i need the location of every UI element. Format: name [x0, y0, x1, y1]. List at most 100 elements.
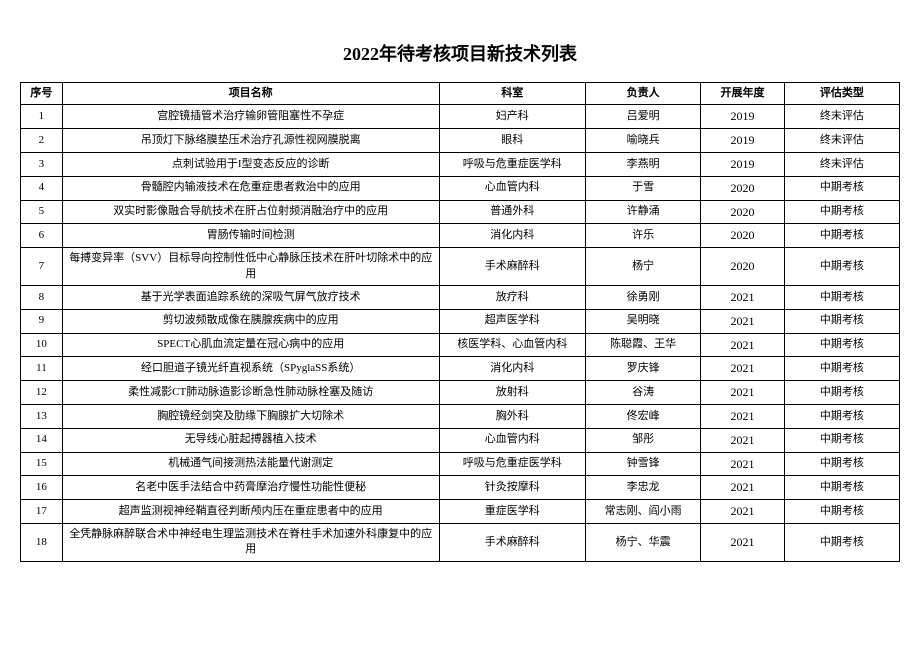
table-row: 8基于光学表面追踪系统的深吸气屏气放疗技术放疗科徐勇刚2021中期考核 [21, 285, 900, 309]
cell-person: 佟宏峰 [586, 404, 701, 428]
cell-year: 2020 [701, 200, 785, 224]
cell-name: 每搏变异率（SVV）目标导向控制性低中心静脉压技术在肝叶切除术中的应用 [62, 248, 439, 286]
cell-type: 中期考核 [784, 500, 899, 524]
cell-person: 吕爱明 [586, 105, 701, 129]
cell-year: 2020 [701, 176, 785, 200]
cell-type: 终末评估 [784, 152, 899, 176]
cell-seq: 12 [21, 381, 63, 405]
cell-person: 李忠龙 [586, 476, 701, 500]
cell-dept: 放疗科 [439, 285, 586, 309]
col-header-type: 评估类型 [784, 83, 899, 105]
cell-year: 2021 [701, 428, 785, 452]
cell-name: 全凭静脉麻醉联合术中神经电生理监测技术在脊柱手术加速外科康复中的应用 [62, 523, 439, 561]
cell-dept: 呼吸与危重症医学科 [439, 152, 586, 176]
cell-seq: 1 [21, 105, 63, 129]
cell-dept: 胸外科 [439, 404, 586, 428]
cell-type: 终末评估 [784, 129, 899, 153]
cell-person: 常志刚、阎小雨 [586, 500, 701, 524]
cell-dept: 放射科 [439, 381, 586, 405]
table-row: 17超声监测视神经鞘直径判断颅内压在重症患者中的应用重症医学科常志刚、阎小雨20… [21, 500, 900, 524]
cell-person: 于雪 [586, 176, 701, 200]
cell-person: 徐勇刚 [586, 285, 701, 309]
cell-name: 经口胆道子镜光纤直视系统（SPyglaSS系统） [62, 357, 439, 381]
table-row: 2吊顶灯下脉络膜垫压术治疗孔源性视网膜脱离眼科喻晓兵2019终末评估 [21, 129, 900, 153]
cell-dept: 针灸按摩科 [439, 476, 586, 500]
cell-dept: 消化内科 [439, 357, 586, 381]
table-row: 6胃肠传输时间检测消化内科许乐2020中期考核 [21, 224, 900, 248]
table-row: 16名老中医手法结合中药膏摩治疗慢性功能性便秘针灸按摩科李忠龙2021中期考核 [21, 476, 900, 500]
table-row: 10SPECT心肌血流定量在冠心病中的应用核医学科、心血管内科陈聪霞、王华202… [21, 333, 900, 357]
cell-year: 2021 [701, 309, 785, 333]
cell-year: 2021 [701, 333, 785, 357]
cell-person: 罗庆锋 [586, 357, 701, 381]
cell-name: 剪切波频散成像在胰腺疾病中的应用 [62, 309, 439, 333]
cell-seq: 15 [21, 452, 63, 476]
cell-name: 宫腔镜插管术治疗输卵管阻塞性不孕症 [62, 105, 439, 129]
cell-type: 中期考核 [784, 224, 899, 248]
cell-year: 2021 [701, 452, 785, 476]
cell-seq: 17 [21, 500, 63, 524]
table-row: 1宫腔镜插管术治疗输卵管阻塞性不孕症妇产科吕爱明2019终末评估 [21, 105, 900, 129]
col-header-dept: 科室 [439, 83, 586, 105]
cell-seq: 13 [21, 404, 63, 428]
cell-type: 中期考核 [784, 452, 899, 476]
cell-name: 机械通气间接测热法能量代谢测定 [62, 452, 439, 476]
cell-year: 2021 [701, 500, 785, 524]
cell-name: 超声监测视神经鞘直径判断颅内压在重症患者中的应用 [62, 500, 439, 524]
cell-seq: 3 [21, 152, 63, 176]
table-row: 9剪切波频散成像在胰腺疾病中的应用超声医学科吴明晓2021中期考核 [21, 309, 900, 333]
table-row: 18全凭静脉麻醉联合术中神经电生理监测技术在脊柱手术加速外科康复中的应用手术麻醉… [21, 523, 900, 561]
cell-year: 2020 [701, 248, 785, 286]
table-row: 15机械通气间接测热法能量代谢测定呼吸与危重症医学科钟雪锋2021中期考核 [21, 452, 900, 476]
cell-year: 2021 [701, 381, 785, 405]
table-row: 11经口胆道子镜光纤直视系统（SPyglaSS系统）消化内科罗庆锋2021中期考… [21, 357, 900, 381]
cell-seq: 5 [21, 200, 63, 224]
cell-dept: 妇产科 [439, 105, 586, 129]
cell-seq: 11 [21, 357, 63, 381]
cell-person: 吴明晓 [586, 309, 701, 333]
table-row: 14无导线心脏起搏器植入技术心血管内科邹彤2021中期考核 [21, 428, 900, 452]
cell-person: 许静涌 [586, 200, 701, 224]
cell-name: 基于光学表面追踪系统的深吸气屏气放疗技术 [62, 285, 439, 309]
cell-year: 2021 [701, 285, 785, 309]
cell-type: 中期考核 [784, 200, 899, 224]
cell-dept: 手术麻醉科 [439, 523, 586, 561]
cell-name: 吊顶灯下脉络膜垫压术治疗孔源性视网膜脱离 [62, 129, 439, 153]
cell-seq: 14 [21, 428, 63, 452]
cell-name: 名老中医手法结合中药膏摩治疗慢性功能性便秘 [62, 476, 439, 500]
cell-person: 陈聪霞、王华 [586, 333, 701, 357]
cell-year: 2019 [701, 105, 785, 129]
cell-name: 点刺试验用于I型变态反应的诊断 [62, 152, 439, 176]
cell-type: 终末评估 [784, 105, 899, 129]
cell-year: 2021 [701, 476, 785, 500]
cell-type: 中期考核 [784, 309, 899, 333]
table-row: 13胸腔镜经剑突及肋缘下胸腺扩大切除术胸外科佟宏峰2021中期考核 [21, 404, 900, 428]
cell-name: 无导线心脏起搏器植入技术 [62, 428, 439, 452]
cell-seq: 9 [21, 309, 63, 333]
table-row: 4骨髓腔内输液技术在危重症患者救治中的应用心血管内科于雪2020中期考核 [21, 176, 900, 200]
cell-name: 双实时影像融合导航技术在肝占位射频消融治疗中的应用 [62, 200, 439, 224]
cell-person: 许乐 [586, 224, 701, 248]
cell-person: 邹彤 [586, 428, 701, 452]
cell-person: 喻晓兵 [586, 129, 701, 153]
cell-dept: 心血管内科 [439, 428, 586, 452]
cell-person: 钟雪锋 [586, 452, 701, 476]
cell-dept: 手术麻醉科 [439, 248, 586, 286]
cell-type: 中期考核 [784, 176, 899, 200]
cell-year: 2019 [701, 129, 785, 153]
cell-dept: 普通外科 [439, 200, 586, 224]
cell-type: 中期考核 [784, 333, 899, 357]
cell-seq: 2 [21, 129, 63, 153]
cell-year: 2019 [701, 152, 785, 176]
cell-year: 2021 [701, 357, 785, 381]
cell-dept: 呼吸与危重症医学科 [439, 452, 586, 476]
col-header-year: 开展年度 [701, 83, 785, 105]
cell-dept: 核医学科、心血管内科 [439, 333, 586, 357]
cell-type: 中期考核 [784, 381, 899, 405]
cell-seq: 8 [21, 285, 63, 309]
cell-type: 中期考核 [784, 404, 899, 428]
cell-type: 中期考核 [784, 476, 899, 500]
cell-name: 骨髓腔内输液技术在危重症患者救治中的应用 [62, 176, 439, 200]
cell-dept: 超声医学科 [439, 309, 586, 333]
cell-year: 2021 [701, 404, 785, 428]
